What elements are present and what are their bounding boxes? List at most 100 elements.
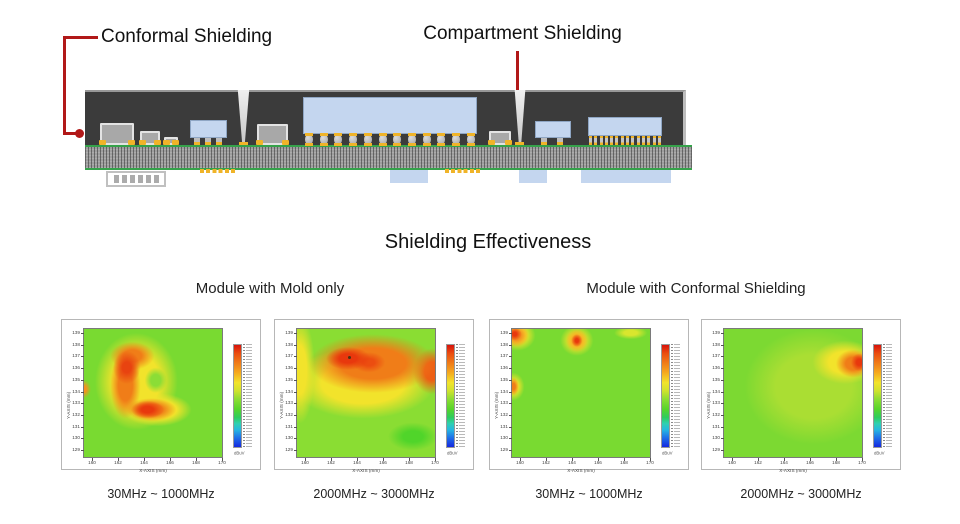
chip-lead [541, 138, 547, 145]
x-tick-label: 160 [301, 461, 309, 466]
x-tick-mark [118, 458, 119, 461]
x-tick-label: 164 [780, 461, 788, 466]
shield-wall-pad [515, 142, 524, 145]
y-tick-mark [81, 414, 84, 416]
y-tick-label: 131 [72, 424, 80, 429]
chip-pin [647, 136, 651, 145]
chip-pin [631, 136, 635, 145]
x-tick-label: 160 [88, 461, 96, 466]
y-tick-label: 129 [712, 447, 720, 453]
y-tick-mark [294, 379, 297, 381]
connector-slot [137, 175, 143, 183]
x-tick-mark [357, 458, 358, 461]
y-tick-mark [721, 450, 724, 451]
y-tick-mark [294, 368, 297, 370]
solder-pad-row [445, 169, 482, 173]
colorbar-tick-marks [456, 344, 458, 448]
solder-ball [408, 133, 417, 146]
colorbar-unit-label: dBuV [234, 451, 245, 457]
conformal-pointer-line [63, 36, 66, 134]
bottom-connector [106, 171, 166, 187]
y-tick-label: 137 [72, 354, 80, 359]
connector-slot [121, 175, 127, 183]
x-tick-mark [409, 458, 410, 461]
colorbar [233, 344, 242, 448]
capacitor-component [99, 123, 135, 145]
colorbar-tick-labels [246, 344, 252, 448]
solder-ball [378, 133, 387, 146]
chip-pin [610, 136, 614, 145]
heatmap-plot [296, 328, 436, 458]
y-tick-mark [721, 333, 724, 334]
compartment-shield-wall [237, 90, 250, 145]
x-tick-mark [598, 458, 599, 461]
chip-pin [594, 136, 598, 145]
x-tick-label: 170 [858, 461, 866, 466]
x-axis-title: X-AXIS (mm) [352, 469, 380, 474]
heatmap-panel: 139 138 137 136 135 134 133 132 131 130 129 160 162 1… [701, 319, 901, 474]
y-tick-label: 133 [285, 400, 293, 406]
y-tick-mark [81, 391, 84, 393]
y-tick-label: 139 [712, 330, 720, 336]
x-tick-mark [170, 458, 171, 461]
y-tick-mark [721, 391, 724, 393]
y-tick-mark [81, 379, 84, 381]
chip-pin [652, 136, 656, 145]
colorbar-tick-labels [459, 344, 465, 448]
y-tick-label: 138 [500, 342, 508, 348]
capacitor-component [163, 137, 179, 145]
y-tick-mark [81, 438, 84, 440]
solder-ball [334, 133, 343, 146]
y-tick-mark [509, 344, 512, 346]
y-tick-label: 138 [712, 342, 720, 348]
connector-slot [145, 175, 151, 183]
peak-marker [348, 355, 352, 359]
y-tick-mark [294, 403, 297, 405]
colorbar-tick-marks [671, 344, 673, 448]
colorbar [661, 344, 670, 448]
y-tick-label: 132 [285, 412, 293, 418]
x-tick-mark [383, 458, 384, 461]
y-tick-mark [294, 450, 297, 451]
y-tick-label: 129 [285, 447, 293, 453]
x-tick-label: 162 [327, 461, 335, 466]
chip-lead [557, 138, 563, 145]
y-tick-mark [81, 450, 84, 451]
y-tick-label: 136 [72, 365, 80, 371]
x-tick-mark [836, 458, 837, 461]
capacitor-component [139, 131, 161, 145]
colorbar [446, 344, 455, 448]
colorbar [873, 344, 882, 448]
substrate-pcb [85, 145, 692, 170]
y-tick-label: 134 [72, 389, 80, 394]
y-tick-mark [721, 403, 724, 405]
x-tick-mark [650, 458, 651, 461]
colorbar-tick-labels [886, 344, 892, 448]
y-tick-label: 130 [712, 435, 720, 441]
y-tick-label: 131 [285, 424, 293, 429]
x-tick-label: 166 [806, 461, 814, 466]
group-title-mold-only: Module with Mold only [195, 280, 345, 297]
solder-ball [319, 133, 328, 146]
y-tick-label: 133 [712, 400, 720, 406]
solder-ball [305, 133, 313, 146]
x-tick-mark [546, 458, 547, 461]
connector-slot [113, 175, 119, 183]
y-tick-mark [509, 368, 512, 370]
y-axis-title: Y-AXIS (mm) [67, 391, 72, 419]
x-tick-label: 170 [431, 461, 439, 466]
y-tick-mark [721, 368, 724, 370]
y-tick-label: 139 [285, 330, 293, 336]
solder-ball [452, 133, 461, 146]
y-tick-mark [294, 344, 297, 346]
section-title: Shielding Effectiveness [384, 231, 592, 253]
heatmap-panel: 139 138 137 136 135 134 133 132 131 130 129 160 162 1… [489, 319, 689, 474]
y-tick-label: 129 [72, 447, 80, 453]
y-tick-label: 135 [712, 377, 720, 383]
y-tick-mark [81, 426, 84, 428]
y-tick-label: 131 [500, 424, 508, 429]
y-tick-label: 135 [500, 377, 508, 383]
large-bga-chip [303, 97, 477, 134]
y-tick-mark [294, 414, 297, 416]
